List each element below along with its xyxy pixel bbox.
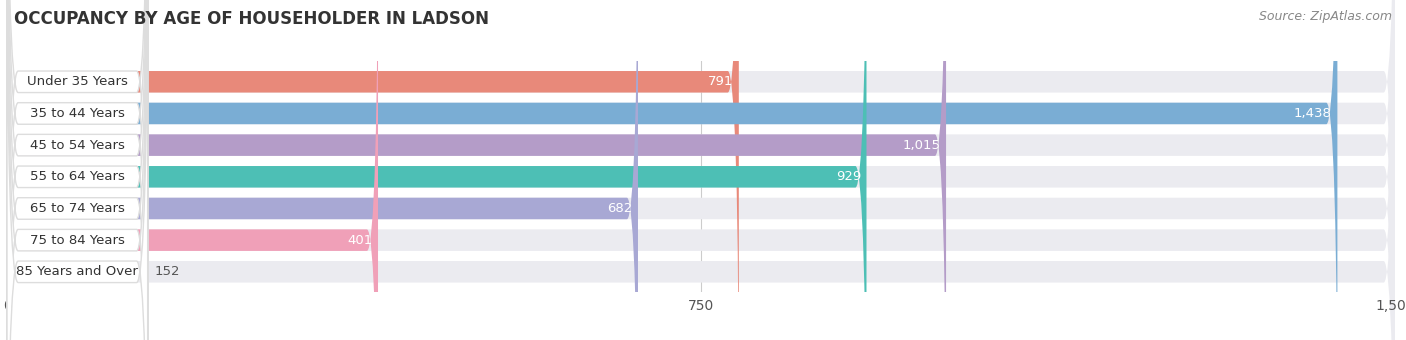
Text: OCCUPANCY BY AGE OF HOUSEHOLDER IN LADSON: OCCUPANCY BY AGE OF HOUSEHOLDER IN LADSO… [14,10,489,28]
FancyBboxPatch shape [7,0,148,340]
FancyBboxPatch shape [7,0,1395,340]
Text: 35 to 44 Years: 35 to 44 Years [30,107,125,120]
FancyBboxPatch shape [7,0,1395,340]
FancyBboxPatch shape [7,0,148,340]
Text: 401: 401 [347,234,373,246]
FancyBboxPatch shape [7,0,148,340]
Text: 55 to 64 Years: 55 to 64 Years [30,170,125,183]
FancyBboxPatch shape [7,0,1395,340]
FancyBboxPatch shape [7,0,1337,340]
FancyBboxPatch shape [7,0,148,340]
FancyBboxPatch shape [7,0,1395,340]
Text: 65 to 74 Years: 65 to 74 Years [30,202,125,215]
Text: 791: 791 [707,75,734,88]
FancyBboxPatch shape [7,0,148,340]
FancyBboxPatch shape [7,0,148,340]
FancyBboxPatch shape [7,0,1395,340]
Text: 152: 152 [155,265,180,278]
Text: Source: ZipAtlas.com: Source: ZipAtlas.com [1258,10,1392,23]
FancyBboxPatch shape [7,0,378,340]
FancyBboxPatch shape [7,0,738,340]
FancyBboxPatch shape [7,0,866,340]
FancyBboxPatch shape [7,0,638,340]
Text: 1,015: 1,015 [903,139,941,152]
Text: 85 Years and Over: 85 Years and Over [17,265,138,278]
Text: 1,438: 1,438 [1294,107,1331,120]
Text: 75 to 84 Years: 75 to 84 Years [30,234,125,246]
Text: Under 35 Years: Under 35 Years [27,75,128,88]
Text: 929: 929 [835,170,860,183]
Text: 45 to 54 Years: 45 to 54 Years [30,139,125,152]
FancyBboxPatch shape [7,0,946,340]
FancyBboxPatch shape [7,0,1395,340]
FancyBboxPatch shape [7,0,1395,340]
Text: 682: 682 [607,202,633,215]
FancyBboxPatch shape [7,0,148,340]
FancyBboxPatch shape [7,0,148,340]
